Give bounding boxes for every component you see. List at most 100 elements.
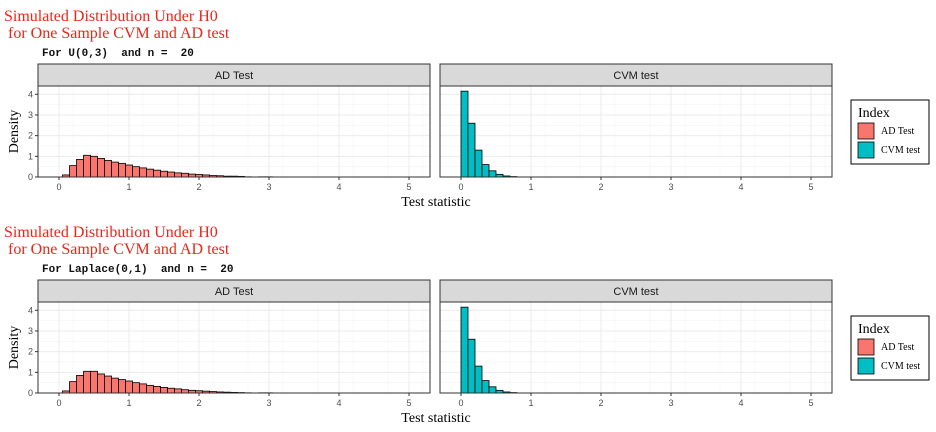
x-tick-label: 3 (266, 398, 271, 408)
histogram-bar (160, 170, 168, 178)
histogram-bar (97, 373, 105, 394)
facet-strip-label: CVM test (613, 286, 658, 298)
histogram-bar (488, 170, 497, 178)
chart-title: Simulated Distribution Under H0 (4, 8, 218, 25)
facet-panel-cvm-test: CVM test 0 1 2 3 4 5 (439, 63, 833, 192)
histogram-bar (167, 171, 175, 178)
histogram-bar (153, 385, 161, 394)
x-tick-label: 4 (336, 398, 341, 408)
histogram-bar (90, 155, 98, 178)
panel-border (37, 85, 431, 178)
histogram-bar (139, 383, 147, 394)
histogram-bar (474, 149, 483, 178)
y-tick-label: 3 (28, 110, 33, 120)
x-tick-label: 2 (196, 398, 201, 408)
y-tick-label: 2 (28, 347, 33, 357)
chart-subtitle: For Laplace(0,1) and n = 20 (42, 264, 233, 276)
legend-title: Index (858, 322, 890, 337)
legend-label: AD Test (881, 342, 915, 353)
x-tick-label: 3 (266, 182, 271, 192)
histogram-bar (146, 384, 154, 394)
histogram-bar (132, 382, 140, 394)
facet-strip-label: CVM test (613, 70, 658, 82)
facet-panel-cvm-test: CVM test 0 1 2 3 4 5 (439, 279, 833, 408)
y-tick-label: 4 (28, 305, 33, 315)
x-tick-label: 0 (458, 398, 463, 408)
x-axis-title: Test statistic (401, 195, 470, 210)
x-tick-label: 0 (56, 398, 61, 408)
histogram-bar (83, 154, 91, 178)
plot-background (440, 86, 832, 177)
histogram-bar (174, 172, 182, 178)
x-tick-label: 5 (406, 182, 411, 192)
facet-strip-label: AD Test (215, 70, 253, 82)
legend-swatch (857, 338, 875, 356)
histogram-bar (111, 161, 119, 178)
plot-background (440, 302, 832, 393)
histogram-bar (174, 388, 182, 394)
panel-border (439, 301, 833, 394)
histogram-bar (69, 381, 77, 394)
panel-border (439, 85, 833, 178)
histogram-bar (153, 169, 161, 178)
histogram-bar (76, 375, 84, 394)
histogram-bar (474, 365, 483, 394)
histogram-bar (104, 160, 112, 178)
x-tick-label: 3 (668, 398, 673, 408)
histogram-bar (76, 159, 84, 178)
chart-title-line2: for One Sample CVM and AD test (4, 241, 230, 258)
legend-label: CVM test (881, 361, 920, 372)
histogram-bar (132, 166, 140, 178)
histogram-bar (467, 338, 476, 394)
x-tick-label: 4 (738, 182, 743, 192)
histogram-bar (460, 306, 469, 394)
x-tick-label: 2 (196, 182, 201, 192)
chart-block-2: Simulated Distribution Under H0 for One … (4, 224, 930, 426)
histogram-bar (481, 380, 490, 394)
x-tick-label: 5 (808, 182, 813, 192)
histogram-bar (481, 164, 490, 178)
y-axis-title: Density (7, 326, 22, 370)
histogram-bar (139, 167, 147, 178)
x-axis-title: Test statistic (401, 411, 470, 426)
histogram-bar (488, 386, 497, 394)
histogram-bar (90, 370, 98, 394)
x-tick-label: 2 (598, 398, 603, 408)
chart-title-line2: for One Sample CVM and AD test (4, 25, 230, 42)
x-tick-label: 2 (598, 182, 603, 192)
chart-subtitle: For U(0,3) and n = 20 (42, 48, 194, 60)
y-tick-label: 2 (28, 131, 33, 141)
legend-label: AD Test (881, 126, 915, 137)
y-axis-title: Density (7, 110, 22, 154)
histogram-bar (160, 387, 168, 394)
histogram-bar (125, 164, 133, 178)
y-tick-label: 4 (28, 89, 33, 99)
histogram-bar (104, 375, 112, 394)
facet-panel-ad-test: AD Test 0 1 2 3 4 5 0 1 2 3 4 (28, 63, 431, 192)
y-tick-label: 0 (28, 172, 33, 182)
histogram-bar (167, 387, 175, 394)
chart-title: Simulated Distribution Under H0 (4, 224, 218, 241)
chart-block-1: Simulated Distribution Under H0 for One … (4, 8, 930, 210)
y-tick-label: 0 (28, 388, 33, 398)
histogram-bar (97, 157, 105, 178)
y-tick-label: 1 (28, 151, 33, 161)
x-tick-label: 1 (126, 398, 131, 408)
legend-label: CVM test (881, 145, 920, 156)
legend: Index AD Test CVM test (850, 99, 930, 165)
x-tick-label: 1 (528, 182, 533, 192)
legend-swatch (857, 141, 875, 159)
x-tick-label: 4 (738, 398, 743, 408)
histogram-bar (111, 377, 119, 394)
legend-swatch (857, 357, 875, 375)
x-tick-label: 1 (528, 398, 533, 408)
facet-strip-label: AD Test (215, 286, 253, 298)
histogram-bar (118, 162, 126, 178)
x-tick-label: 3 (668, 182, 673, 192)
x-tick-label: 0 (458, 182, 463, 192)
histogram-bar (125, 380, 133, 394)
x-tick-label: 4 (336, 182, 341, 192)
x-tick-label: 1 (126, 182, 131, 192)
histogram-bar (69, 165, 77, 178)
